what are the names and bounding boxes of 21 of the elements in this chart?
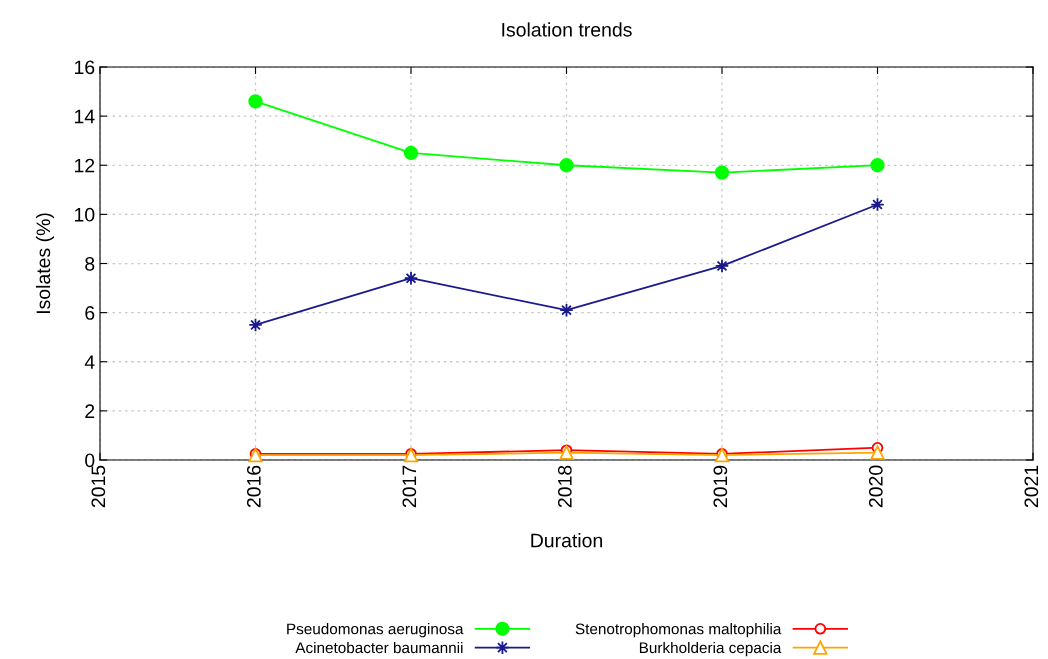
x-tick-label: 2019	[713, 465, 728, 508]
y-tick-label: 12	[75, 158, 95, 173]
x-tick-label: 2020	[868, 465, 883, 508]
x-tick-label: 2018	[557, 465, 572, 508]
legend-label: Stenotrophomonas maltophilia	[575, 623, 782, 638]
y-tick-label: 8	[85, 256, 95, 271]
legend-label: Acinetobacter baumannii	[295, 641, 463, 654]
y-tick-label: 16	[75, 60, 95, 75]
y-tick-label: 14	[75, 109, 95, 124]
legend-label: Pseudomonas aeruginosa	[287, 623, 464, 638]
x-tick-label: 2016	[246, 465, 261, 508]
x-tick-label: 2017	[402, 465, 417, 508]
legend-label: Burkholderia cepacia	[639, 641, 782, 657]
x-tick-label: 2021	[1024, 465, 1039, 508]
y-tick-label: 10	[75, 207, 95, 222]
x-axis-title: Duration	[531, 533, 602, 548]
y-tick-label: 6	[85, 306, 95, 320]
y-axis-title: Isolates (%)	[35, 213, 55, 314]
y-tick-label: 2	[85, 404, 95, 418]
y-tick-label: 4	[84, 355, 95, 369]
chart-title: Isolation trends	[502, 22, 632, 37]
